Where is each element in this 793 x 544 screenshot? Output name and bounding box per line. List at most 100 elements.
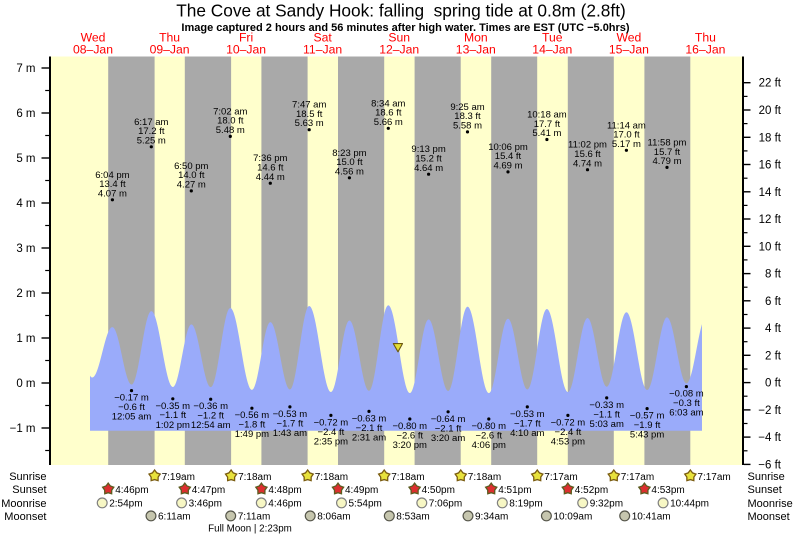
svg-text:−1.7 ft: −1.7 ft xyxy=(514,418,541,429)
svg-text:4:47pm: 4:47pm xyxy=(192,485,225,496)
svg-text:12:05 am: 12:05 am xyxy=(112,412,152,423)
svg-text:1 m: 1 m xyxy=(16,333,35,345)
svg-text:1:02 pm: 1:02 pm xyxy=(156,420,190,431)
svg-text:4.56 m: 4.56 m xyxy=(335,166,364,177)
svg-text:17.0 ft: 17.0 ft xyxy=(613,130,640,141)
svg-text:08–Jan: 08–Jan xyxy=(73,43,113,57)
svg-text:18.6 ft: 18.6 ft xyxy=(375,108,402,119)
svg-text:15.4 ft: 15.4 ft xyxy=(495,151,522,162)
svg-text:5:54pm: 5:54pm xyxy=(349,499,382,510)
svg-text:7:17am: 7:17am xyxy=(697,472,730,483)
svg-text:4:51pm: 4:51pm xyxy=(498,485,531,496)
svg-text:4 m: 4 m xyxy=(16,198,35,210)
svg-text:−4 ft: −4 ft xyxy=(758,432,782,444)
svg-text:5.63 m: 5.63 m xyxy=(295,118,324,129)
svg-text:14.0 ft: 14.0 ft xyxy=(178,170,205,181)
svg-text:10:06 pm: 10:06 pm xyxy=(488,142,528,153)
svg-text:18 ft: 18 ft xyxy=(759,132,782,144)
svg-text:−1 m: −1 m xyxy=(10,423,36,435)
svg-text:−0.57 m: −0.57 m xyxy=(630,411,665,422)
svg-text:6:17 am: 6:17 am xyxy=(134,117,168,128)
svg-text:18.3 ft: 18.3 ft xyxy=(454,111,481,122)
svg-text:−2 ft: −2 ft xyxy=(758,405,782,417)
svg-text:4.44 m: 4.44 m xyxy=(256,172,285,183)
svg-text:5.41 m: 5.41 m xyxy=(532,128,561,139)
svg-text:10–Jan: 10–Jan xyxy=(226,43,266,57)
svg-text:−2.6 ft: −2.6 ft xyxy=(396,431,423,442)
svg-text:22 ft: 22 ft xyxy=(759,78,782,90)
svg-text:7:18am: 7:18am xyxy=(238,472,271,483)
svg-text:3:46pm: 3:46pm xyxy=(189,499,222,510)
svg-text:14.6 ft: 14.6 ft xyxy=(257,163,284,174)
svg-text:5:03 am: 5:03 am xyxy=(590,419,624,430)
svg-text:9:13 pm: 9:13 pm xyxy=(411,144,445,155)
svg-text:−1.7 ft: −1.7 ft xyxy=(277,418,304,429)
svg-text:Thu: Thu xyxy=(695,31,716,45)
svg-text:−1.8 ft: −1.8 ft xyxy=(239,420,266,431)
svg-text:10:18 am: 10:18 am xyxy=(527,110,567,121)
svg-text:11:02 pm: 11:02 pm xyxy=(568,140,607,151)
svg-text:6:03 am: 6:03 am xyxy=(669,408,703,419)
svg-text:5.25 m: 5.25 m xyxy=(137,135,166,146)
svg-text:4:49pm: 4:49pm xyxy=(345,485,378,496)
svg-text:16 ft: 16 ft xyxy=(759,160,782,172)
svg-text:7:18am: 7:18am xyxy=(468,472,501,483)
svg-text:4.74 m: 4.74 m xyxy=(573,158,602,169)
svg-text:−0.6 ft: −0.6 ft xyxy=(118,402,145,413)
svg-text:Sunrise: Sunrise xyxy=(9,471,46,483)
svg-text:Fri: Fri xyxy=(239,31,253,45)
svg-text:−1.9 ft: −1.9 ft xyxy=(634,420,661,431)
svg-text:12:54 am: 12:54 am xyxy=(191,420,231,431)
svg-text:8:19pm: 8:19pm xyxy=(509,499,542,510)
svg-text:09–Jan: 09–Jan xyxy=(150,43,190,57)
svg-text:−1.1 ft: −1.1 ft xyxy=(593,409,620,420)
svg-text:−0.17 m: −0.17 m xyxy=(114,393,149,404)
svg-text:4.64 m: 4.64 m xyxy=(414,163,443,174)
svg-text:2:35 pm: 2:35 pm xyxy=(314,436,348,447)
svg-text:10:09am: 10:09am xyxy=(553,512,592,523)
svg-text:18.0 ft: 18.0 ft xyxy=(217,116,244,127)
svg-text:18.5 ft: 18.5 ft xyxy=(296,109,323,120)
svg-text:Sunrise: Sunrise xyxy=(748,471,785,483)
svg-text:8:23 pm: 8:23 pm xyxy=(332,148,366,159)
svg-text:Moonset: Moonset xyxy=(4,511,46,523)
svg-text:15.2 ft: 15.2 ft xyxy=(415,154,442,165)
svg-text:2 m: 2 m xyxy=(16,288,35,300)
svg-text:7:11am: 7:11am xyxy=(238,512,271,523)
svg-text:17.7 ft: 17.7 ft xyxy=(534,119,561,130)
svg-text:Moonset: Moonset xyxy=(748,511,790,523)
svg-text:15.0 ft: 15.0 ft xyxy=(336,157,363,168)
svg-text:9:34am: 9:34am xyxy=(475,512,508,523)
svg-text:12 ft: 12 ft xyxy=(759,214,782,226)
svg-text:−0.3 ft: −0.3 ft xyxy=(673,398,700,409)
svg-text:Mon: Mon xyxy=(464,31,488,45)
svg-text:8:34 am: 8:34 am xyxy=(371,98,405,109)
svg-text:10 ft: 10 ft xyxy=(759,241,782,253)
svg-text:−2.4 ft: −2.4 ft xyxy=(318,427,345,438)
svg-text:−0.35 m: −0.35 m xyxy=(156,401,191,412)
svg-text:4:52pm: 4:52pm xyxy=(575,485,608,496)
svg-text:The Cove at Sandy Hook: fallin: The Cove at Sandy Hook: falling spring t… xyxy=(176,1,626,21)
svg-text:Tue: Tue xyxy=(542,31,563,45)
svg-text:6 m: 6 m xyxy=(16,108,35,120)
svg-text:−2.1 ft: −2.1 ft xyxy=(356,423,383,434)
svg-text:4:53pm: 4:53pm xyxy=(651,485,684,496)
svg-text:15.7 ft: 15.7 ft xyxy=(654,147,681,158)
svg-text:3 m: 3 m xyxy=(16,243,35,255)
svg-text:7 m: 7 m xyxy=(16,63,35,75)
svg-text:11–Jan: 11–Jan xyxy=(303,43,342,57)
svg-text:−0.36 m: −0.36 m xyxy=(193,401,228,412)
svg-text:4:50pm: 4:50pm xyxy=(422,485,455,496)
svg-text:Moonrise: Moonrise xyxy=(1,498,46,510)
svg-text:1:43 am: 1:43 am xyxy=(273,428,307,439)
svg-text:−1.1 ft: −1.1 ft xyxy=(159,410,186,421)
svg-text:8:53am: 8:53am xyxy=(396,512,429,523)
svg-text:Thu: Thu xyxy=(159,31,180,45)
svg-text:6 ft: 6 ft xyxy=(765,296,782,308)
svg-text:5.58 m: 5.58 m xyxy=(453,121,482,132)
svg-text:7:18am: 7:18am xyxy=(315,472,348,483)
svg-text:14 ft: 14 ft xyxy=(759,187,782,199)
svg-text:−1.2 ft: −1.2 ft xyxy=(197,411,224,422)
svg-text:5.48 m: 5.48 m xyxy=(216,125,245,136)
svg-text:−0.80 m: −0.80 m xyxy=(472,421,507,432)
